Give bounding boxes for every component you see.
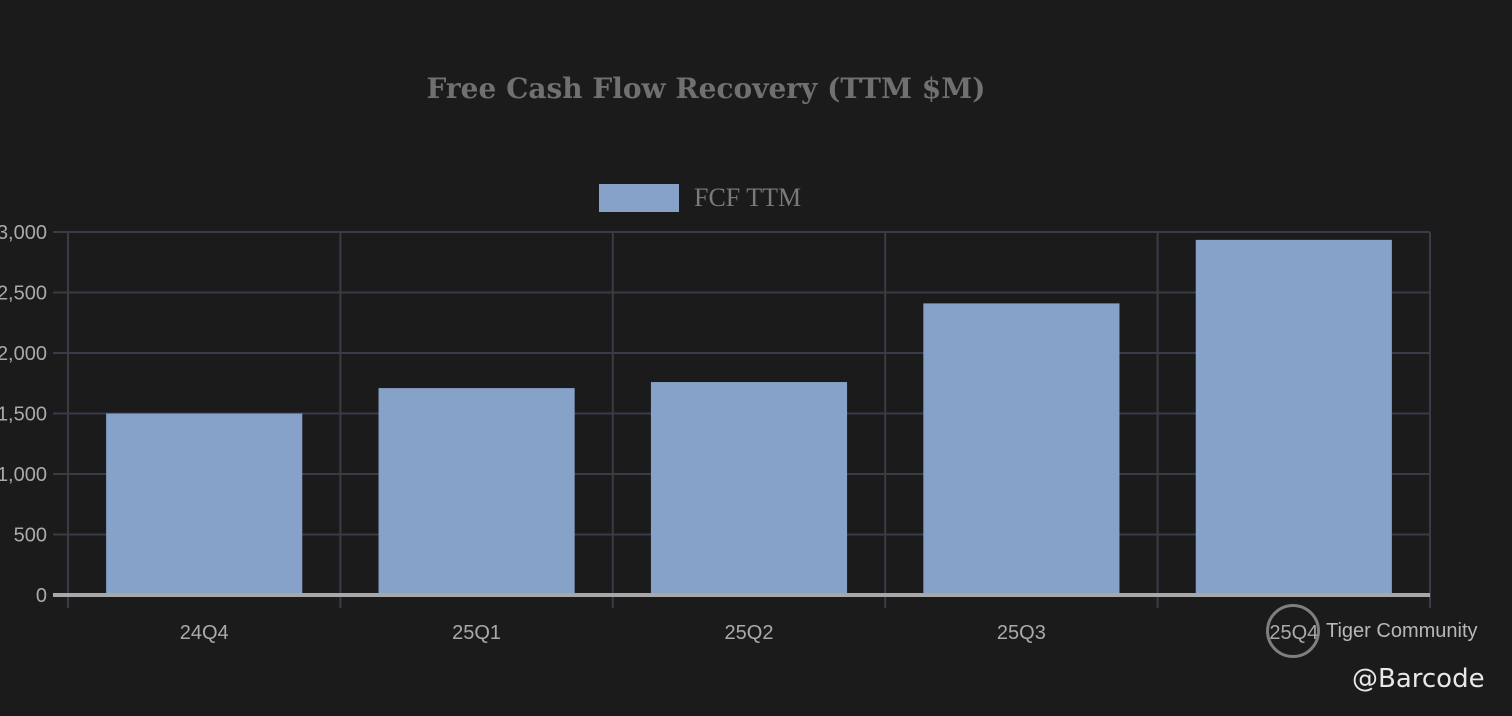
y-tick-label: 1,000 (0, 464, 47, 486)
x-tick-label: 24Q4 (180, 622, 229, 644)
legend: FCF TTM (599, 183, 801, 213)
author-handle: @Barcode (1352, 664, 1485, 694)
legend-label: FCF TTM (694, 183, 802, 212)
chart-title: Free Cash Flow Recovery (TTM $M) (426, 72, 986, 105)
x-tick-label: 25Q3 (997, 622, 1046, 644)
y-tick-label: 500 (14, 525, 47, 547)
tiger-logo-icon (1266, 604, 1320, 658)
legend-swatch (599, 184, 679, 212)
x-tick-label: 25Q2 (725, 622, 774, 644)
y-tick-label: 3,000 (0, 222, 47, 244)
bar-25Q4 (1195, 239, 1392, 596)
watermark-text: Tiger Community (1326, 620, 1478, 642)
y-tick-label: 0 (36, 585, 47, 607)
bar-24Q4 (106, 413, 303, 595)
bar-25Q2 (650, 382, 848, 595)
y-tick-label: 2,000 (0, 343, 47, 365)
y-tick-label: 2,500 (0, 283, 47, 305)
y-tick-label: 1,500 (0, 404, 47, 426)
x-tick-label: 25Q1 (452, 622, 501, 644)
bar-25Q1 (378, 388, 575, 595)
bar-25Q3 (923, 303, 1120, 595)
